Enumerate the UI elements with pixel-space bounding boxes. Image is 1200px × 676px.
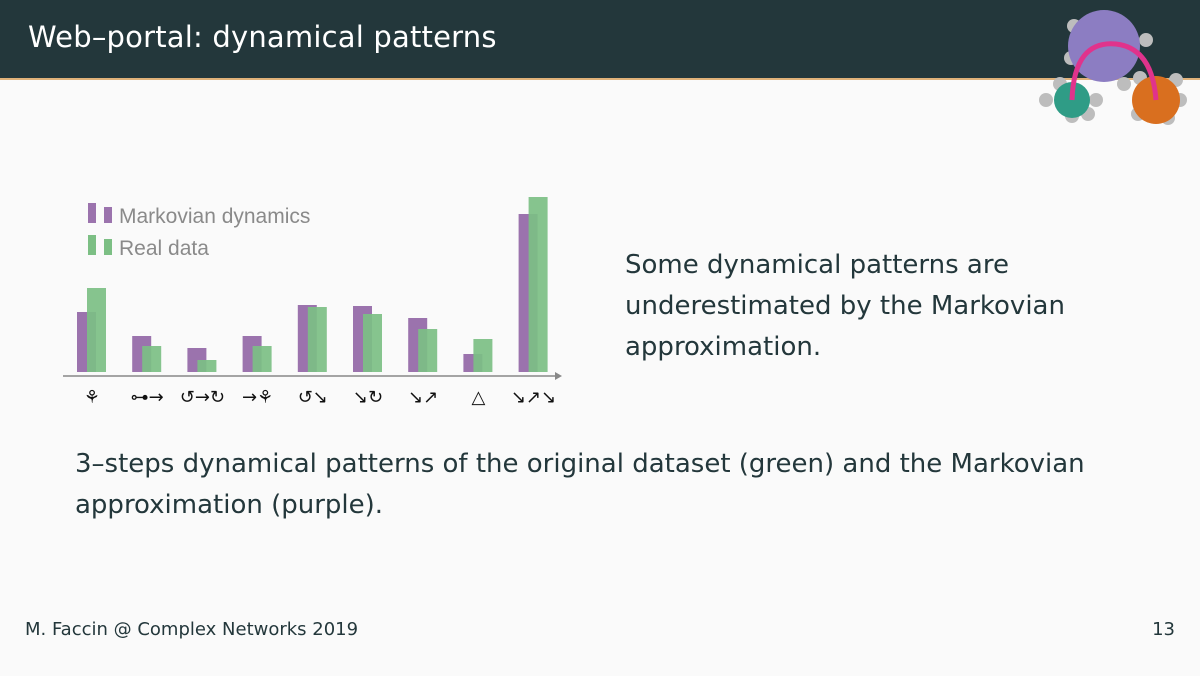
x-tick-glyph-3: ↺→↻ (180, 387, 225, 408)
side-explanation-text: Some dynamical patterns are underestimat… (625, 250, 1065, 362)
chart-legend: Markovian dynamics Real data (88, 203, 310, 260)
network-logo-icon (1039, 10, 1187, 125)
legend-swatch-real (88, 235, 96, 255)
bar-real-9 (528, 197, 548, 372)
x-tick-glyph-6: ↘↻ (353, 387, 383, 408)
bar-real-6 (363, 314, 382, 372)
x-tick-glyph-1: ⚘ (84, 387, 100, 408)
legend-label-markov: Markovian dynamics (119, 205, 310, 228)
bar-real-7 (418, 329, 438, 372)
x-tick-glyph-4: →⚘ (242, 387, 273, 408)
bar-real-1 (87, 288, 106, 372)
legend-swatch-real-2 (104, 239, 112, 255)
x-tick-glyph-5: ↺↘ (298, 387, 328, 408)
bar-real-3 (197, 360, 217, 372)
x-tick-glyph-2: ⊶→ (131, 387, 164, 408)
x-tick-glyph-8: △ (471, 387, 485, 408)
bar-real-4 (252, 346, 272, 372)
x-tick-glyph-9: ↘↗↘ (511, 387, 556, 408)
legend-swatch-markov-2 (104, 207, 112, 223)
chart-bars (77, 197, 548, 372)
legend-swatch-markov (88, 203, 96, 223)
header-accent-rule (0, 78, 1200, 80)
bar-chart: Markovian dynamics Real data ⚘ ⊶→ ↺→↻ →⚘ ↺↘ ↘… (63, 197, 562, 408)
footer-author: M. Faccin @ Complex Networks 2019 (25, 619, 359, 640)
x-axis-arrow (555, 372, 562, 380)
slide-title: Web–portal: dynamical patterns (28, 20, 497, 54)
bar-real-2 (142, 346, 162, 372)
header-bar (0, 0, 1200, 78)
x-tick-glyph-7: ↘↗ (408, 387, 438, 408)
legend-label-real: Real data (119, 237, 209, 260)
bar-real-8 (473, 339, 493, 372)
x-tick-glyphs: ⚘ ⊶→ ↺→↻ →⚘ ↺↘ ↘↻ ↘↗ △ ↘↗↘ (84, 387, 556, 408)
bar-real-5 (307, 307, 327, 372)
page-number: 13 (1152, 619, 1175, 640)
figure-caption: 3–steps dynamical patterns of the origin… (75, 449, 1085, 520)
